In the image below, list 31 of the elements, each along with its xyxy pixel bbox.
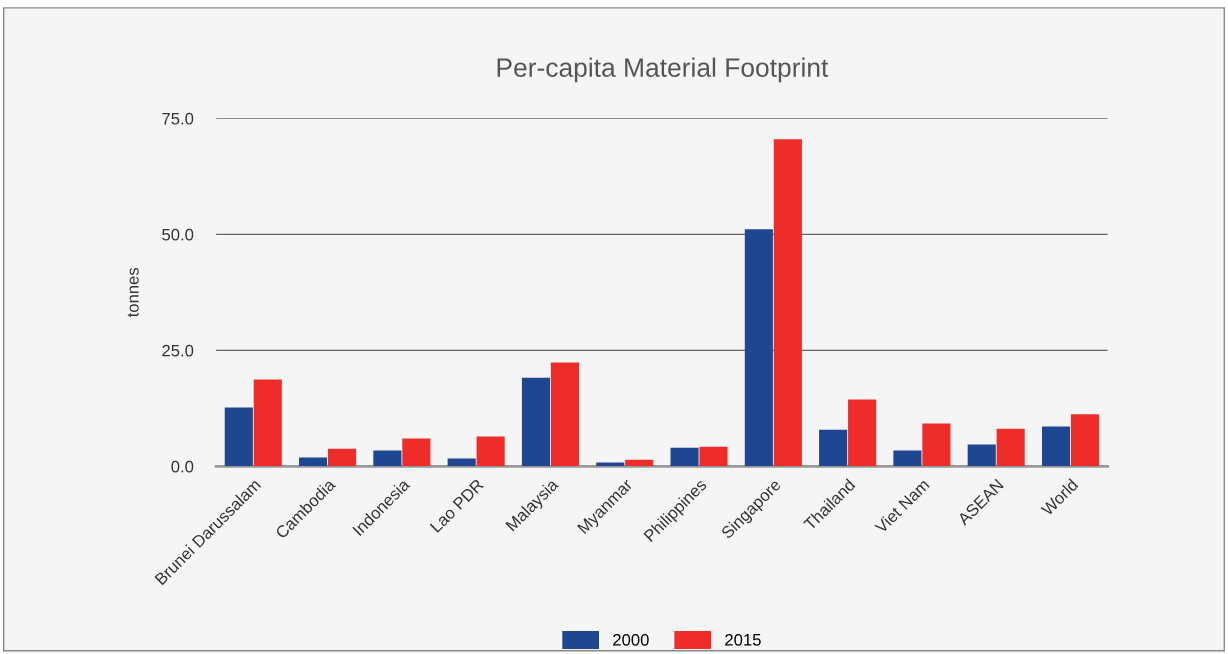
bar	[625, 459, 654, 467]
bar	[550, 362, 579, 467]
y-tick-label: 75.0	[162, 112, 194, 125]
bar	[699, 446, 728, 467]
y-tick-label: 50.0	[162, 228, 194, 241]
bar	[1070, 414, 1100, 467]
bar	[819, 429, 848, 467]
y-tick-label: 0.0	[171, 460, 194, 473]
bar	[773, 139, 802, 467]
bar	[670, 447, 699, 467]
chart-title: Per-capita Material Footprint	[497, 57, 829, 83]
bar	[253, 379, 282, 467]
legend-label: 2015	[725, 633, 761, 646]
legend-label: 2000	[613, 633, 649, 646]
bar	[447, 458, 476, 467]
bar	[328, 448, 357, 467]
bar	[848, 399, 877, 467]
bar	[744, 229, 773, 467]
bar	[224, 407, 253, 467]
bar	[402, 438, 431, 467]
bar	[299, 457, 328, 467]
bar	[521, 377, 551, 467]
bar	[967, 444, 996, 467]
bar	[922, 423, 951, 467]
y-axis-title: tonnes	[127, 267, 139, 318]
y-tick-label: 25.0	[162, 344, 194, 357]
bar	[476, 436, 505, 467]
bar	[893, 450, 922, 467]
bar	[996, 428, 1025, 467]
bar	[373, 450, 402, 467]
bar	[1041, 426, 1071, 467]
